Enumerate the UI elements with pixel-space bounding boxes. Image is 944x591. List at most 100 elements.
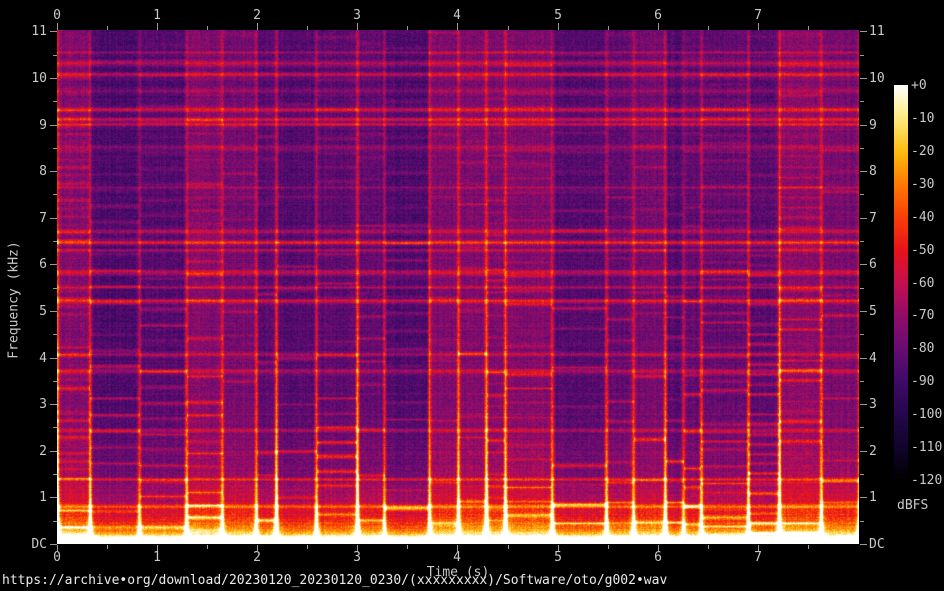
freq-tick-label-left: 5 (19, 305, 47, 318)
freq-minor-tick-right (860, 148, 864, 149)
freq-tick-label-right: 11 (869, 25, 899, 38)
freq-tick-left (50, 171, 57, 172)
freq-tick-label-left: 2 (19, 445, 47, 458)
time-tick-label-bottom: 0 (47, 551, 67, 564)
freq-minor-tick-right (860, 55, 864, 56)
freq-minor-tick-right (860, 101, 864, 102)
colorbar-unit-label: dBFS (897, 498, 928, 513)
time-minor-tick-bottom (508, 545, 509, 549)
freq-tick-left (50, 358, 57, 359)
colorbar-tick-label: -10 (911, 112, 934, 125)
colorbar-tick-label: -100 (911, 408, 942, 421)
freq-tick-label-left: 10 (19, 72, 47, 85)
colorbar-tick-label: -20 (911, 145, 934, 158)
time-tick-top (558, 23, 559, 30)
time-minor-tick-bottom (307, 545, 308, 549)
freq-tick-right (860, 264, 867, 265)
freq-tick-left (50, 544, 57, 545)
colorbar-tick-label: -60 (911, 277, 934, 290)
time-minor-tick-top (407, 26, 408, 30)
freq-tick-right (860, 311, 867, 312)
freq-tick-right (860, 171, 867, 172)
freq-minor-tick-left (53, 148, 57, 149)
freq-tick-label-right: 7 (869, 212, 899, 225)
time-tick-label-bottom: 7 (748, 551, 768, 564)
freq-minor-tick-right (860, 427, 864, 428)
time-tick-top (457, 23, 458, 30)
time-tick-label-top: 3 (347, 9, 367, 22)
colorbar-tick-label: -110 (911, 441, 942, 454)
freq-tick-left (50, 31, 57, 32)
time-tick-label-top: 4 (447, 9, 467, 22)
time-minor-tick-top (307, 26, 308, 30)
freq-tick-right (860, 125, 867, 126)
time-minor-tick-top (708, 26, 709, 30)
colorbar-tick-label: -50 (911, 244, 934, 257)
freq-tick-left (50, 78, 57, 79)
time-minor-tick-bottom (808, 545, 809, 549)
freq-minor-tick-right (860, 241, 864, 242)
time-minor-tick-bottom (407, 545, 408, 549)
freq-tick-label-left: 9 (19, 119, 47, 132)
colorbar-tick-label: -30 (911, 178, 934, 191)
time-tick-label-top: 7 (748, 9, 768, 22)
time-minor-tick-bottom (107, 545, 108, 549)
time-tick-top (257, 23, 258, 30)
time-tick-top (357, 23, 358, 30)
freq-tick-label-right: 2 (869, 445, 899, 458)
time-tick-label-bottom: 5 (548, 551, 568, 564)
freq-minor-tick-right (860, 381, 864, 382)
colorbar-tick-label: -90 (911, 375, 934, 388)
time-tick-label-top: 6 (648, 9, 668, 22)
time-tick-label-bottom: 6 (648, 551, 668, 564)
freq-minor-tick-left (53, 474, 57, 475)
time-tick-label-bottom: 4 (447, 551, 467, 564)
freq-tick-label-right: 1 (869, 491, 899, 504)
time-minor-tick-top (107, 26, 108, 30)
spectrogram-viewer: Frequency (kHz) dBFS 0011223344556677111… (0, 0, 944, 591)
freq-tick-right (860, 358, 867, 359)
freq-tick-label-left: 4 (19, 352, 47, 365)
time-tick-label-top: 2 (247, 9, 267, 22)
freq-tick-left (50, 218, 57, 219)
freq-tick-right (860, 218, 867, 219)
freq-tick-label-left: 11 (19, 25, 47, 38)
freq-tick-label-right: 5 (869, 305, 899, 318)
time-minor-tick-top (207, 26, 208, 30)
freq-tick-label-right: 8 (869, 165, 899, 178)
time-tick-label-bottom: 2 (247, 551, 267, 564)
time-minor-tick-top (508, 26, 509, 30)
freq-tick-right (860, 404, 867, 405)
freq-minor-tick-right (860, 474, 864, 475)
time-tick-label-bottom: 1 (147, 551, 167, 564)
freq-tick-label-right: 10 (869, 72, 899, 85)
freq-minor-tick-left (53, 101, 57, 102)
freq-tick-label-left: 8 (19, 165, 47, 178)
time-tick-top (57, 23, 58, 30)
time-tick-top (658, 23, 659, 30)
colorbar-gradient (894, 85, 908, 480)
freq-minor-tick-left (53, 55, 57, 56)
freq-tick-left (50, 497, 57, 498)
time-minor-tick-bottom (207, 545, 208, 549)
freq-minor-tick-right (860, 334, 864, 335)
freq-minor-tick-left (53, 194, 57, 195)
freq-tick-label-right: DC (869, 538, 899, 551)
freq-minor-tick-left (53, 521, 57, 522)
time-minor-tick-bottom (608, 545, 609, 549)
freq-minor-tick-left (53, 288, 57, 289)
time-minor-tick-top (608, 26, 609, 30)
colorbar-tick-label: -80 (911, 342, 934, 355)
freq-tick-label-left: 6 (19, 258, 47, 271)
freq-tick-label-left: 1 (19, 491, 47, 504)
freq-tick-left (50, 404, 57, 405)
freq-tick-right (860, 451, 867, 452)
time-tick-top (157, 23, 158, 30)
colorbar-tick-label: -40 (911, 211, 934, 224)
colorbar-tick-label: +0 (911, 79, 927, 92)
time-minor-tick-top (808, 26, 809, 30)
freq-minor-tick-left (53, 427, 57, 428)
time-tick-label-top: 5 (548, 9, 568, 22)
freq-tick-right (860, 31, 867, 32)
freq-tick-label-right: 4 (869, 352, 899, 365)
